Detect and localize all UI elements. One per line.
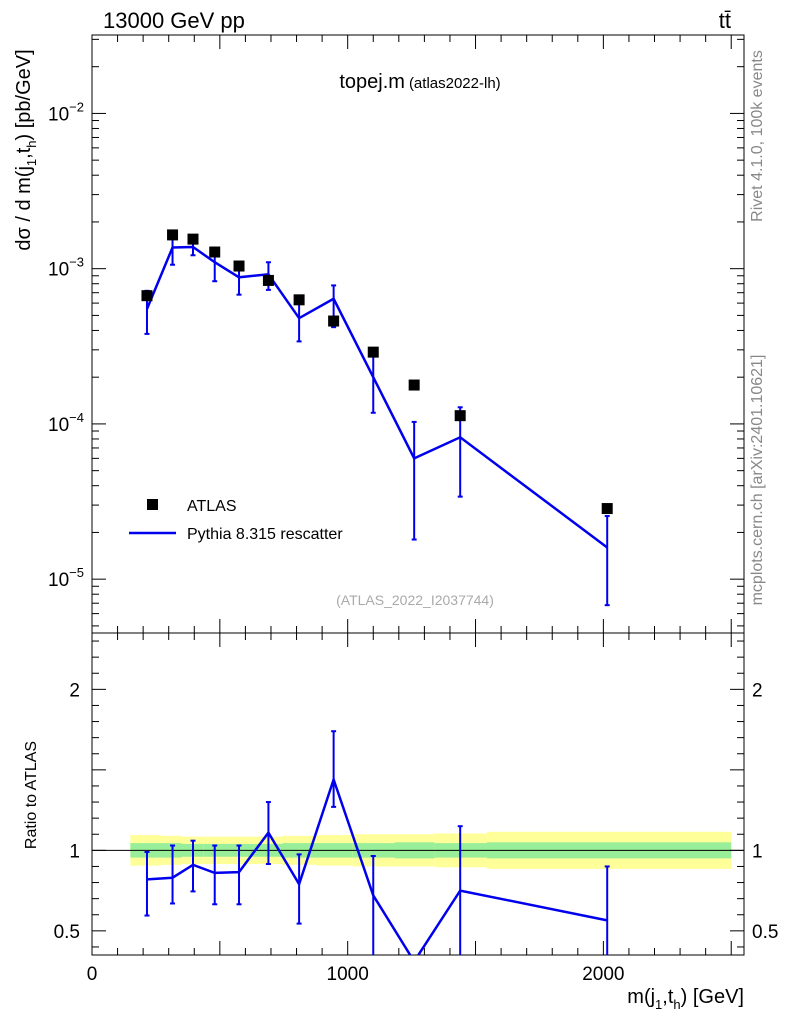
main-panel-frame	[91, 34, 745, 634]
y-tick-label-right: 2	[752, 680, 763, 701]
y-tick-label: 10−3	[48, 255, 84, 281]
y-tick-label: 2	[69, 680, 80, 701]
data-point	[262, 274, 274, 286]
header-process: tt̄	[719, 8, 731, 33]
header-collision: 13000 GeV pp	[103, 8, 245, 33]
ratio-panel: 0 1000 2000 0.5 0.5 1 1 2 2	[54, 632, 778, 985]
legend: ATLAS Pythia 8.315 rescatter	[129, 498, 343, 543]
legend-mc-label: Pythia 8.315 rescatter	[187, 526, 343, 543]
ratio-panel-frame	[91, 632, 745, 956]
y-tick-label: 10−5	[48, 565, 84, 591]
data-point	[328, 315, 340, 327]
legend-data-marker	[147, 499, 158, 510]
y-tick-label: 0.5	[54, 922, 80, 943]
data-point	[233, 260, 245, 272]
mc-line	[145, 245, 608, 549]
data-point	[167, 229, 179, 241]
y-tick-label: 10−4	[48, 410, 84, 436]
y-tick-label: 10−2	[48, 99, 84, 125]
data-point	[293, 294, 305, 306]
y-tick-label: 1	[69, 841, 80, 862]
main-panel: 10−5 10−4 10−3 10−2	[48, 34, 745, 634]
data-point	[209, 246, 221, 258]
data-point	[408, 379, 420, 391]
data-point	[454, 410, 466, 422]
y-axis-label-ratio: Ratio to ATLAS	[23, 741, 40, 849]
x-axis-label: m(j1,th) [GeV]	[627, 986, 744, 1012]
data-point	[601, 503, 613, 515]
x-tick-label: 2000	[582, 964, 624, 985]
data-point	[187, 233, 199, 245]
x-tick-label: 0	[87, 964, 98, 985]
y-axis-label-main: dσ / d m(j1,th) [pb/GeV]	[13, 49, 39, 250]
analysis-watermark: (ATLAS_2022_I2037744)	[336, 592, 494, 608]
data-point	[141, 290, 153, 302]
x-tick-label: 1000	[327, 964, 369, 985]
plot-title: topej.m (atlas2022-lh)	[339, 71, 500, 93]
y-tick-label-right: 0.5	[752, 922, 778, 943]
mcplots-label: mcplots.cern.ch [arXiv:2401.10621]	[749, 355, 766, 606]
ratio-series	[144, 730, 610, 955]
ratio-line	[146, 775, 608, 955]
y-tick-label-right: 1	[752, 841, 763, 862]
legend-data-label: ATLAS	[187, 498, 237, 515]
rivet-label: Rivet 4.1.0, 100k events	[749, 50, 766, 222]
data-point	[367, 346, 379, 358]
